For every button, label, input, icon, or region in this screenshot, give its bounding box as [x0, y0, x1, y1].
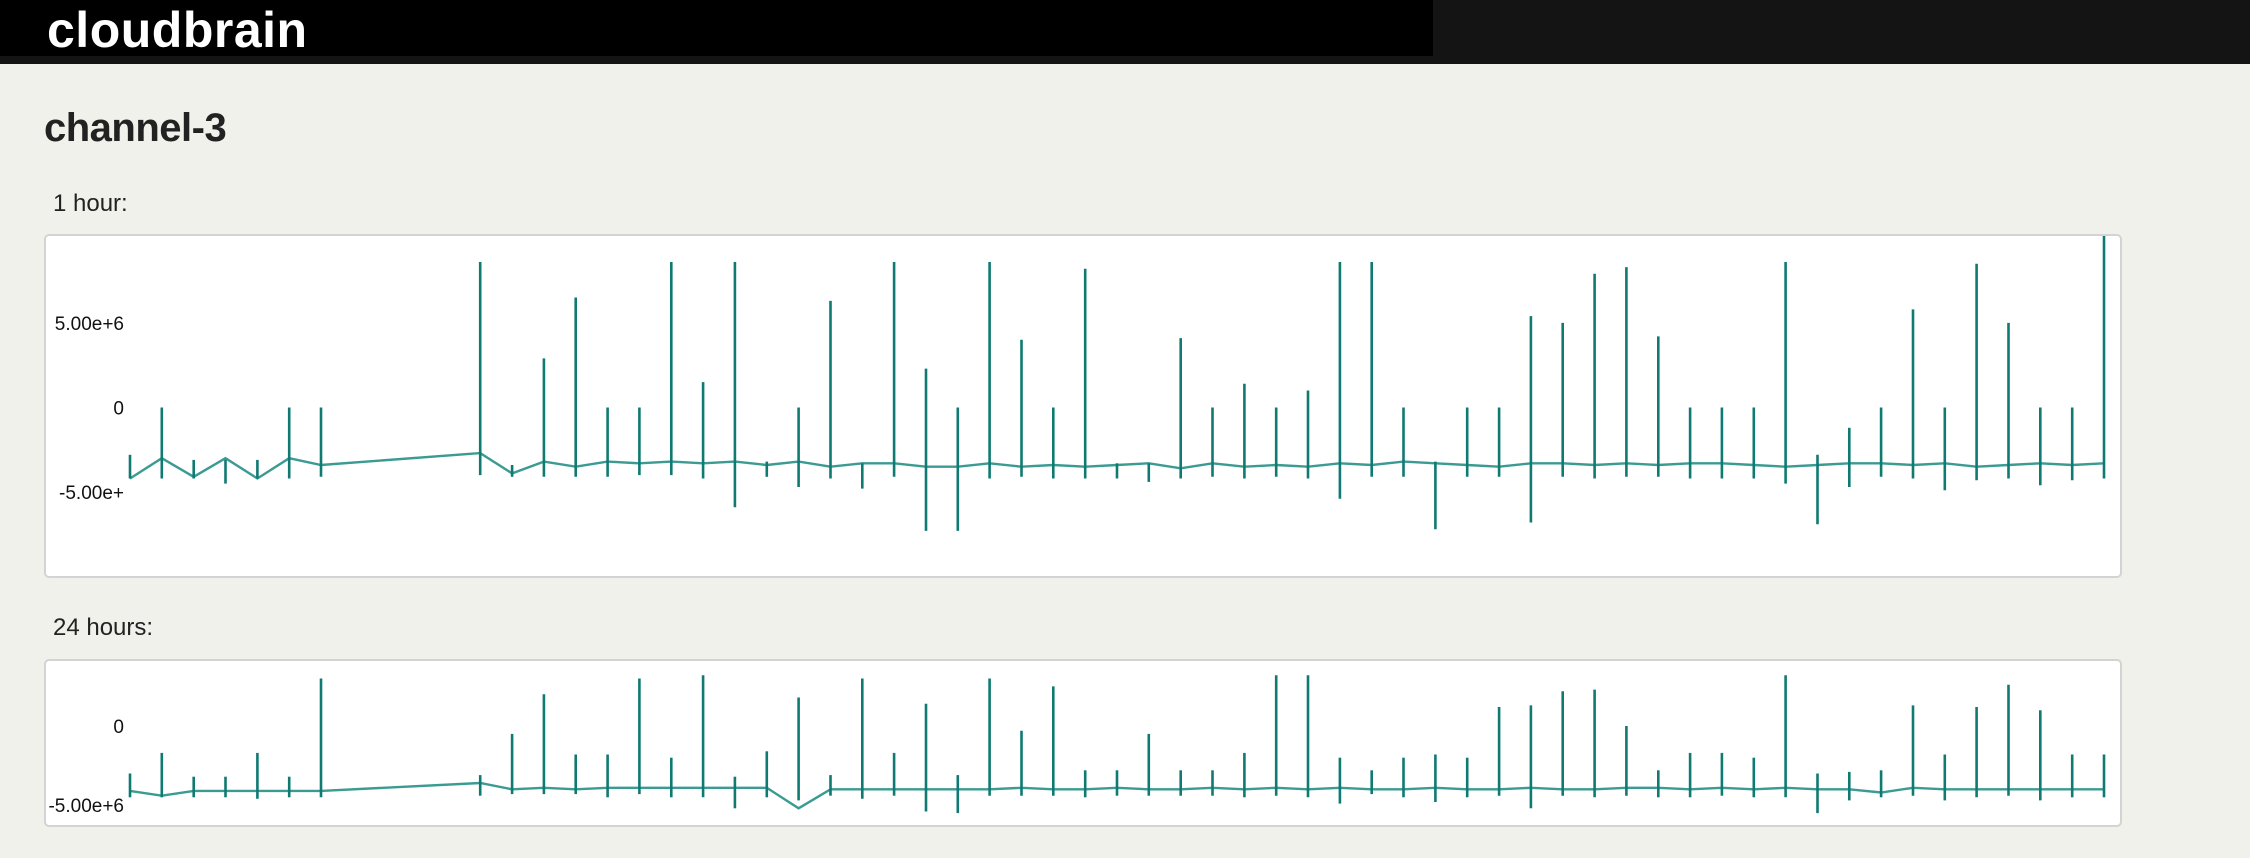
brand-logo-text[interactable]: cloudbrain	[47, 2, 308, 58]
chart-24-hours-svg: 0 -5.00e+6	[48, 675, 2106, 817]
page-title: channel-3	[44, 106, 227, 150]
top-navbar: cloudbrain	[0, 0, 2250, 64]
brand-area	[0, 0, 1433, 56]
chart-1-hour-svg: 5.00e+6 0 -5.00e+	[55, 236, 2106, 531]
section-label-1-hour: 1 hour:	[53, 190, 128, 217]
y-tick-label: 5.00e+6	[55, 314, 124, 335]
chart-24-hours: 0 -5.00e+6	[44, 659, 2122, 827]
section-label-24-hours: 24 hours:	[53, 614, 154, 641]
chart-1-hour: 5.00e+6 0 -5.00e+	[44, 234, 2122, 578]
y-tick-label: 0	[113, 717, 124, 738]
y-tick-label: 0	[113, 398, 124, 419]
y-tick-label: -5.00e+	[59, 483, 124, 504]
y-tick-label: -5.00e+6	[48, 796, 124, 817]
